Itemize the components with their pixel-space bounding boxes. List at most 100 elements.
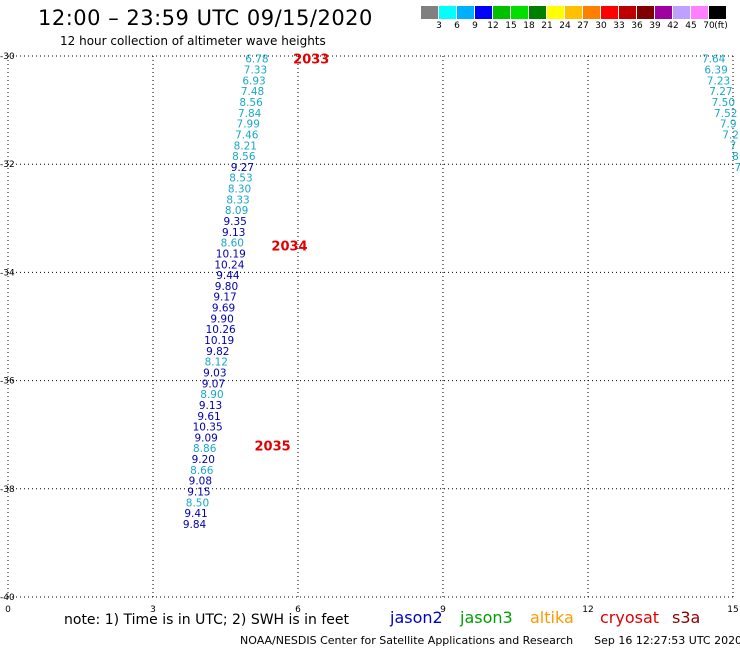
- track-value: 7.52: [714, 108, 737, 120]
- track-value: 9.15: [187, 487, 210, 499]
- scale-label: 33: [613, 21, 625, 31]
- track-value: 9.61: [197, 411, 220, 423]
- scale-swatch: [547, 6, 565, 19]
- y-tick-label: -38: [0, 485, 15, 495]
- track-value: 7.33: [244, 65, 267, 77]
- scale-swatch: [457, 6, 475, 19]
- track-value: 8.86: [193, 443, 217, 455]
- color-scale-labels: 3 6 9 12 15 18 21 24 27 30 33 36 39 42 45 70 (ft): [421, 21, 740, 33]
- scale-unit: (ft): [714, 21, 728, 31]
- track-value: 10.19: [216, 248, 246, 260]
- track-value: 9.17: [213, 292, 236, 304]
- track-value: 6.93: [242, 75, 265, 87]
- y-tick-label: -32: [0, 160, 15, 170]
- scale-swatch: [565, 6, 583, 19]
- scale-swatch: [601, 6, 619, 19]
- track-value: 6.39: [704, 65, 727, 77]
- track-value: 8.53: [229, 173, 252, 185]
- track-value: 7.23: [707, 75, 730, 87]
- track-value: 9.13: [222, 227, 245, 239]
- scale-label: 3: [436, 21, 442, 31]
- scale-swatch: [493, 6, 511, 19]
- track-value: 9.20: [192, 454, 215, 466]
- track-value: 9.90: [210, 313, 233, 325]
- track-value: 7: [730, 140, 737, 152]
- legend-altika: altika: [530, 608, 574, 627]
- track-value: 9.44: [216, 270, 240, 282]
- track-value: 7.64: [702, 54, 726, 66]
- scale-label: 42: [667, 21, 679, 31]
- track-value: 8.66: [190, 465, 214, 477]
- y-tick-label: -36: [0, 377, 15, 387]
- track-value: 7.46: [235, 129, 259, 141]
- scale-swatch: [637, 6, 655, 19]
- time-labels: 2033 2034 2035: [255, 53, 330, 455]
- scale-swatch: [673, 6, 691, 19]
- scale-label: 6: [454, 21, 460, 31]
- track-value: 10.24: [214, 259, 244, 271]
- track-value: 8.12: [205, 357, 228, 369]
- track-value: 9.84: [183, 519, 207, 531]
- x-tick-label: 12: [582, 605, 593, 615]
- track-value: 7.84: [238, 108, 262, 120]
- color-scale-legend: [421, 6, 727, 19]
- x-tick-label: 15: [727, 605, 738, 615]
- track-value: 10.35: [193, 422, 223, 434]
- scale-swatch: [439, 6, 457, 19]
- scale-swatch: [511, 6, 529, 19]
- page-title: 12:00 – 23:59 UTC 09/15/2020: [38, 6, 373, 30]
- track-value: 9.82: [206, 346, 229, 358]
- track-value: 8.56: [232, 151, 256, 163]
- track-values: 6.787.336.937.488.567.847.997.468.218.56…: [183, 54, 740, 531]
- track-value: 7.27: [709, 86, 732, 98]
- track-value: 7.9: [720, 119, 737, 131]
- track-value: 9.07: [202, 378, 225, 390]
- track-value: 8.33: [226, 194, 249, 206]
- x-tick-label: 0: [5, 605, 11, 615]
- track-value: 10.26: [206, 324, 236, 336]
- legend-jason2: jason2: [390, 608, 443, 627]
- scale-label: 15: [505, 21, 517, 31]
- scale-label: 45: [685, 21, 697, 31]
- scale-swatch: [709, 6, 727, 19]
- track-value: 9.35: [223, 216, 246, 228]
- track-value: 8.60: [221, 238, 244, 250]
- track-value: 7.2: [722, 129, 739, 141]
- track-value: 10.19: [204, 335, 234, 347]
- track-value: 7.99: [237, 119, 260, 131]
- track-value: 7: [734, 162, 740, 174]
- legend-cryosat: cryosat: [600, 608, 660, 627]
- track-value: 8.30: [228, 184, 251, 196]
- y-tick-label: -40: [0, 593, 15, 603]
- x-tick-label: 9: [440, 605, 446, 615]
- track-value: 8.90: [200, 389, 223, 401]
- track-value: 9.69: [212, 303, 235, 315]
- footer-note: note: 1) Time is in UTC; 2) SWH is in fe…: [64, 612, 350, 628]
- track-value: 8.50: [186, 497, 209, 509]
- scale-swatch: [619, 6, 637, 19]
- scale-label: 36: [631, 21, 643, 31]
- track-value: 8.21: [234, 140, 257, 152]
- track-value: 7.50: [712, 97, 735, 109]
- track-value: 8: [732, 151, 739, 163]
- scale-swatch: [583, 6, 601, 19]
- scale-swatch: [475, 6, 493, 19]
- track-value: 9.03: [203, 367, 226, 379]
- scale-label: 30: [595, 21, 607, 31]
- time-label: 2035: [255, 440, 291, 455]
- scale-swatch: [421, 6, 439, 19]
- scale-swatch: [691, 6, 709, 19]
- scale-label: 21: [541, 21, 553, 31]
- track-value: 8.09: [225, 205, 248, 217]
- x-tick-label: 3: [150, 605, 156, 615]
- scale-swatch: [655, 6, 673, 19]
- track-value: 9.09: [194, 432, 217, 444]
- track-value: 8.56: [239, 97, 263, 109]
- track-value: 9.27: [231, 162, 254, 174]
- x-axis-ticks: 0 3 6 9 12 15: [5, 605, 739, 615]
- track-value: 9.41: [184, 508, 207, 520]
- y-axis-ticks: -30 -32 -34 -36 -38 -40: [0, 52, 15, 603]
- scale-label: 39: [649, 21, 661, 31]
- track-value: 6.78: [245, 54, 268, 66]
